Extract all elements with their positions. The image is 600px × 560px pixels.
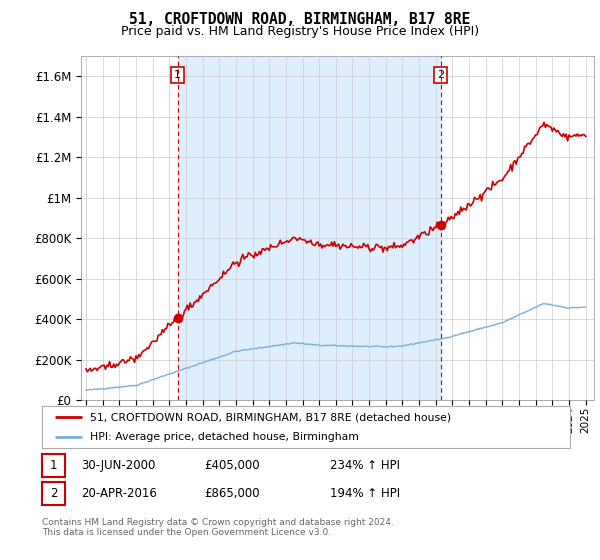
Text: 2: 2 [437,70,445,80]
Text: HPI: Average price, detached house, Birmingham: HPI: Average price, detached house, Birm… [89,432,358,442]
Text: 20-APR-2016: 20-APR-2016 [81,487,157,500]
Bar [178,56,441,400]
Text: £865,000: £865,000 [204,487,260,500]
Text: Price paid vs. HM Land Registry's House Price Index (HPI): Price paid vs. HM Land Registry's House … [121,25,479,38]
Text: 2: 2 [50,487,57,500]
Text: 51, CROFTDOWN ROAD, BIRMINGHAM, B17 8RE: 51, CROFTDOWN ROAD, BIRMINGHAM, B17 8RE [130,12,470,27]
Text: 1: 1 [174,70,181,80]
Text: Contains HM Land Registry data © Crown copyright and database right 2024.
This d: Contains HM Land Registry data © Crown c… [42,518,394,538]
Text: 1: 1 [50,459,57,472]
Text: 30-JUN-2000: 30-JUN-2000 [81,459,155,472]
Text: 234% ↑ HPI: 234% ↑ HPI [330,459,400,472]
Text: 194% ↑ HPI: 194% ↑ HPI [330,487,400,500]
Text: £405,000: £405,000 [204,459,260,472]
Text: 51, CROFTDOWN ROAD, BIRMINGHAM, B17 8RE (detached house): 51, CROFTDOWN ROAD, BIRMINGHAM, B17 8RE … [89,412,451,422]
